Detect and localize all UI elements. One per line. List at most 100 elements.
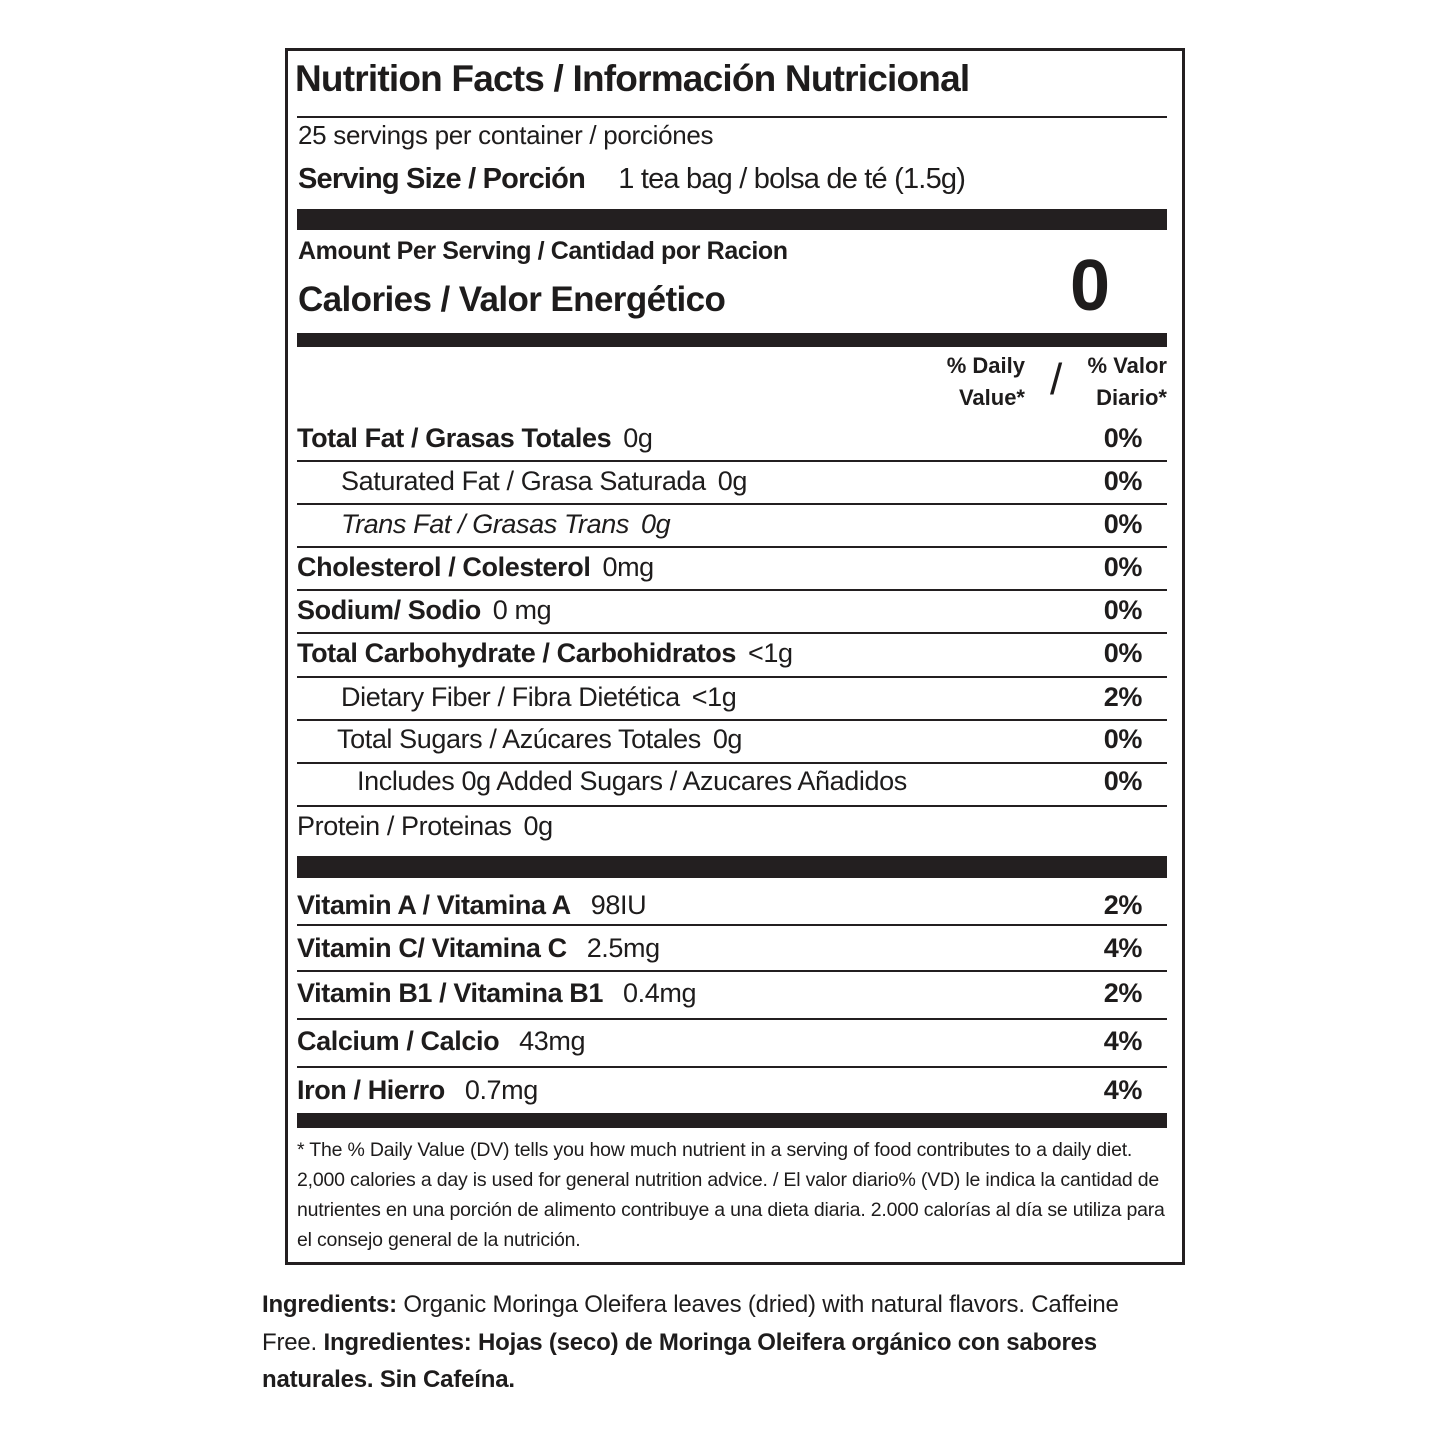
divider xyxy=(297,116,1167,118)
divider xyxy=(297,1066,1167,1068)
dv-header-es: % Valor Diario* xyxy=(1080,350,1167,414)
nutrient-label-group: Total Carbohydrate / Carbohidratos <1g xyxy=(297,638,793,669)
label-title: Nutrition Facts / Información Nutriciona… xyxy=(295,58,970,99)
vitamin-amount: 0.7mg xyxy=(464,1074,538,1105)
nutrient-label-group: Dietary Fiber / Fibra Dietética <1g xyxy=(297,681,737,713)
nutrient-name: Trans Fat / Grasas Trans xyxy=(341,508,629,539)
nutrient-name: Dietary Fiber / Fibra Dietética xyxy=(341,681,680,712)
vitamin-daily-value: 4% xyxy=(1103,1074,1143,1105)
nutrient-label-group: Sodium/ Sodio 0 mg xyxy=(297,594,552,626)
calories-value: 0 xyxy=(1070,246,1111,326)
nutrient-label-group: Total Fat / Grasas Totales 0g xyxy=(297,422,653,454)
nutrient-amount: 0mg xyxy=(602,551,654,582)
nutrient-row: Protein / Proteinas 0g xyxy=(297,806,1142,846)
serving-size-label: Serving Size / Porción xyxy=(298,163,586,195)
vitamin-row: Vitamin A / Vitamina A 98IU 2% xyxy=(297,885,1142,925)
serving-size-value: 1 tea bag / bolsa de té (1.5g) xyxy=(618,163,966,195)
nutrient-row: Dietary Fiber / Fibra Dietética <1g 2% xyxy=(297,677,1142,717)
divider xyxy=(297,719,1167,721)
nutrient-label-group: Trans Fat / Grasas Trans 0g xyxy=(297,508,671,540)
divider xyxy=(297,546,1167,548)
thick-divider xyxy=(297,1113,1167,1128)
vitamin-label-group: Vitamin A / Vitamina A 98IU xyxy=(297,889,647,921)
divider xyxy=(297,1018,1167,1020)
divider xyxy=(297,676,1167,678)
divider xyxy=(297,924,1167,926)
vitamin-row: Vitamin C/ Vitamina C 2.5mg 4% xyxy=(297,928,1142,968)
nutrient-row: Includes 0g Added Sugars / Azucares Añad… xyxy=(297,761,1142,801)
nutrient-amount: 0g xyxy=(712,723,743,754)
vitamin-row: Calcium / Calcio 43mg 4% xyxy=(297,1021,1142,1061)
dv-header-en: % Daily Value* xyxy=(930,350,1025,414)
vitamin-amount: 0.4mg xyxy=(623,977,697,1008)
nutrient-daily-value: 0% xyxy=(1103,594,1143,625)
divider xyxy=(297,632,1167,634)
ingredients: Ingredients: Organic Moringa Oleifera le… xyxy=(262,1286,1162,1399)
vitamin-daily-value: 2% xyxy=(1103,977,1143,1008)
vitamin-row: Vitamin B1 / Vitamina B1 0.4mg 2% xyxy=(297,973,1142,1013)
divider xyxy=(297,503,1167,505)
nutrient-amount: 0g xyxy=(523,810,554,841)
nutrient-label-group: Includes 0g Added Sugars / Azucares Añad… xyxy=(297,766,907,797)
amount-per-serving: Amount Per Serving / Cantidad por Racion xyxy=(298,237,788,265)
vitamin-daily-value: 2% xyxy=(1103,889,1143,920)
nutrient-row: Saturated Fat / Grasa Saturada 0g 0% xyxy=(297,461,1142,501)
nutrient-daily-value: 2% xyxy=(1103,681,1143,712)
serving-size: Serving Size / Porción 1 tea bag / bolsa… xyxy=(298,163,966,196)
vitamin-amount: 43mg xyxy=(519,1025,586,1056)
divider xyxy=(297,970,1167,972)
dv-header-es-line1: % Valor xyxy=(1087,353,1167,378)
nutrient-name: Saturated Fat / Grasa Saturada xyxy=(341,465,706,496)
vitamin-label-group: Vitamin B1 / Vitamina B1 0.4mg xyxy=(297,978,696,1009)
ingredients-text-es: Hojas (seco) de Moringa Oleifera orgánic… xyxy=(262,1328,1097,1394)
dv-header-en-line1: % Daily xyxy=(946,353,1025,378)
nutrient-daily-value: 0% xyxy=(1103,465,1143,496)
calories-label: Calories / Valor Energético xyxy=(298,280,726,319)
servings-per-container: 25 servings per container / porciónes xyxy=(298,120,714,150)
vitamin-amount: 2.5mg xyxy=(586,932,660,963)
nutrient-daily-value: 0% xyxy=(1103,508,1143,539)
nutrient-amount: 0g xyxy=(717,465,748,496)
nutrient-label-group: Protein / Proteinas 0g xyxy=(297,811,553,842)
nutrient-name: Cholesterol / Colesterol xyxy=(297,551,591,582)
thick-divider xyxy=(297,333,1167,347)
nutrient-row: Sodium/ Sodio 0 mg 0% xyxy=(297,590,1142,630)
nutrient-daily-value: 0% xyxy=(1103,765,1143,796)
nutrient-amount: <1g xyxy=(691,681,737,712)
thick-divider xyxy=(297,209,1167,230)
nutrient-label-group: Total Sugars / Azúcares Totales 0g xyxy=(297,724,742,755)
nutrient-row: Trans Fat / Grasas Trans 0g 0% xyxy=(297,504,1142,544)
vitamin-amount: 98IU xyxy=(590,889,647,920)
nutrient-amount: 0 mg xyxy=(492,594,552,625)
nutrient-row: Total Carbohydrate / Carbohidratos <1g 0% xyxy=(297,633,1142,673)
nutrient-row: Total Fat / Grasas Totales 0g 0% xyxy=(297,418,1142,458)
nutrient-amount: 0g xyxy=(623,422,653,453)
vitamin-name: Vitamin A / Vitamina A xyxy=(297,889,571,920)
divider xyxy=(297,589,1167,591)
nutrient-row: Total Sugars / Azúcares Totales 0g 0% xyxy=(297,719,1142,759)
nutrient-name: Protein / Proteinas xyxy=(297,810,512,841)
nutrient-amount: 0g xyxy=(640,508,671,539)
nutrient-name: Total Fat / Grasas Totales xyxy=(297,422,612,453)
ingredients-label-es: Ingredientes: xyxy=(323,1328,472,1356)
nutrient-amount: <1g xyxy=(747,637,793,668)
nutrient-name: Total Sugars / Azúcares Totales xyxy=(337,723,701,754)
nutrient-name: Total Carbohydrate / Carbohidratos xyxy=(297,637,736,668)
vitamin-daily-value: 4% xyxy=(1103,1025,1143,1056)
nutrient-daily-value: 0% xyxy=(1103,637,1143,668)
nutrient-daily-value: 0% xyxy=(1103,422,1143,453)
nutrient-daily-value: 0% xyxy=(1103,723,1143,754)
thick-divider xyxy=(297,856,1167,878)
nutrient-label-group: Saturated Fat / Grasa Saturada 0g xyxy=(297,466,747,497)
vitamin-name: Calcium / Calcio xyxy=(297,1025,500,1056)
nutrient-name: Includes 0g Added Sugars / Azucares Añad… xyxy=(357,765,907,796)
divider xyxy=(297,762,1167,764)
dv-header-en-line2: Value* xyxy=(958,385,1025,410)
dv-header-es-line2: Diario* xyxy=(1096,385,1167,410)
nutrient-row: Cholesterol / Colesterol 0mg 0% xyxy=(297,547,1142,587)
nutrient-daily-value: 0% xyxy=(1103,551,1143,582)
nutrient-label-group: Cholesterol / Colesterol 0mg xyxy=(297,552,654,583)
vitamin-label-group: Iron / Hierro 0.7mg xyxy=(297,1075,538,1106)
vitamin-name: Vitamin B1 / Vitamina B1 xyxy=(297,977,604,1008)
footnote: * The % Daily Value (DV) tells you how m… xyxy=(297,1139,1165,1251)
